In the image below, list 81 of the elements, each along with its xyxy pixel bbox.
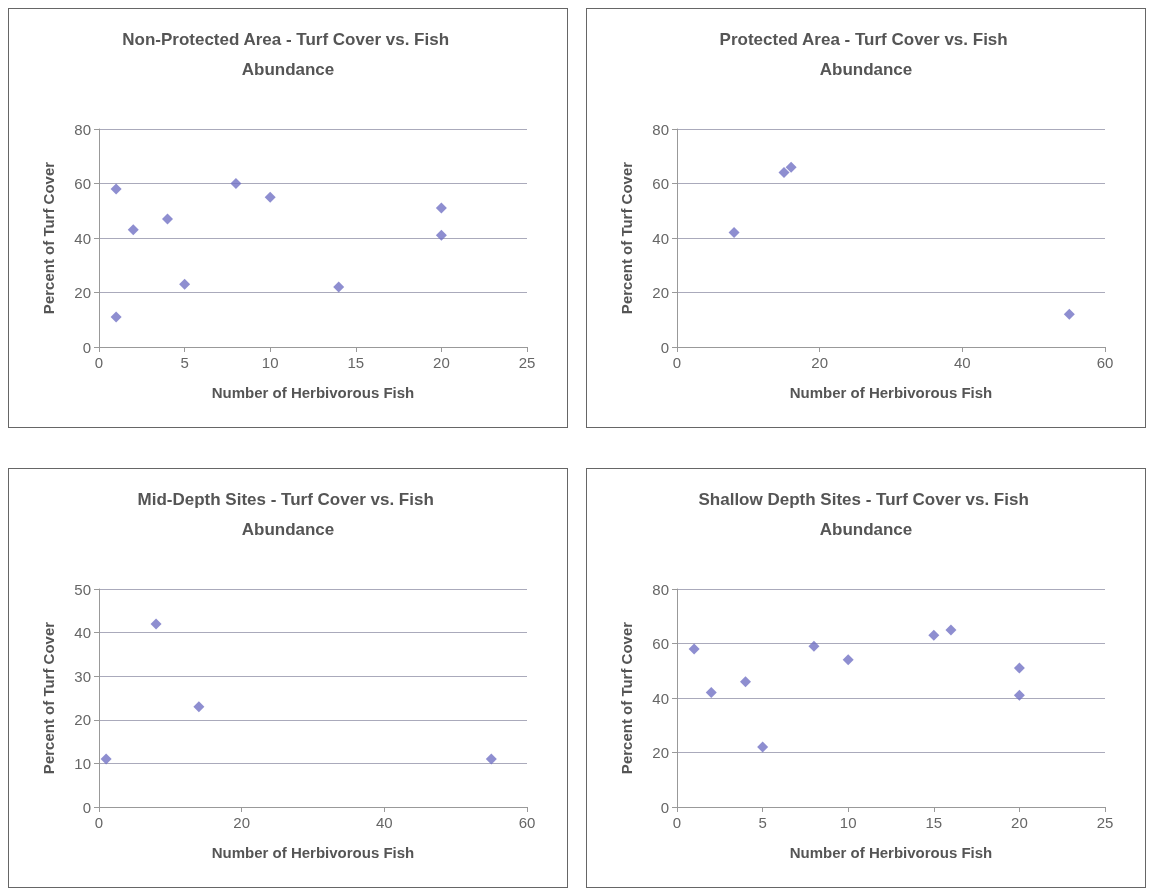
point bbox=[778, 167, 790, 179]
x-tick-label: 0 bbox=[672, 354, 682, 371]
y-tick-label: 80 bbox=[74, 120, 91, 138]
x-tick-label: 20 bbox=[433, 354, 450, 371]
point bbox=[728, 227, 740, 239]
y-axis-title: Percent of Turf Cover bbox=[617, 161, 635, 315]
x-tick-label: 60 bbox=[1096, 354, 1114, 371]
point bbox=[739, 676, 751, 688]
point bbox=[150, 618, 162, 630]
point bbox=[179, 278, 191, 290]
x-axis-title: Number of Herbivorous Fish bbox=[211, 383, 415, 401]
y-tick-label: 20 bbox=[74, 711, 91, 729]
point bbox=[757, 741, 769, 753]
x-tick-label: 15 bbox=[925, 814, 943, 831]
point bbox=[435, 229, 447, 241]
x-tick-label: 25 bbox=[1096, 814, 1114, 831]
x-tick-label: 5 bbox=[180, 354, 189, 371]
y-tick-label: 0 bbox=[660, 338, 669, 356]
point bbox=[808, 640, 820, 652]
point bbox=[705, 687, 717, 699]
y-tick-label: 40 bbox=[74, 624, 91, 642]
chart-title: Mid-Depth Sites - Turf Cover vs. Fish Abundance bbox=[137, 489, 439, 539]
y-tick-label: 0 bbox=[82, 798, 91, 816]
y-tick-label: 40 bbox=[652, 229, 669, 247]
x-tick-label: 0 bbox=[94, 354, 104, 371]
point bbox=[230, 178, 242, 189]
x-tick-label: 0 bbox=[94, 814, 104, 831]
x-tick-label: 5 bbox=[758, 814, 767, 831]
x-tick-label: 60 bbox=[518, 814, 536, 831]
point bbox=[100, 753, 112, 765]
y-tick-label: 40 bbox=[74, 229, 91, 247]
point bbox=[264, 191, 276, 203]
x-axis-title: Number of Herbivorous Fish bbox=[211, 843, 415, 861]
y-tick-label: 60 bbox=[652, 635, 669, 652]
x-tick-label: 10 bbox=[839, 814, 857, 831]
point bbox=[193, 701, 205, 713]
y-axis-title: Percent of Turf Cover bbox=[39, 161, 57, 315]
chart-title: Shallow Depth Sites - Turf Cover vs. Fish Abundance bbox=[698, 489, 1034, 539]
point bbox=[1013, 689, 1025, 701]
y-axis-title: Percent of Turf Cover bbox=[39, 621, 57, 775]
point bbox=[1013, 662, 1025, 674]
x-tick-label: 0 bbox=[672, 814, 682, 831]
point bbox=[688, 643, 700, 655]
point bbox=[485, 753, 497, 765]
y-tick-label: 20 bbox=[652, 744, 669, 761]
point bbox=[435, 202, 447, 214]
y-tick-label: 10 bbox=[74, 754, 91, 772]
y-tick-label: 50 bbox=[74, 580, 91, 598]
y-tick-label: 0 bbox=[660, 798, 669, 816]
point bbox=[842, 654, 854, 666]
x-tick-label: 40 bbox=[953, 354, 971, 371]
y-tick-label: 0 bbox=[82, 338, 91, 356]
y-tick-label: 80 bbox=[652, 120, 669, 138]
y-tick-label: 30 bbox=[74, 667, 91, 685]
x-tick-label: 40 bbox=[375, 814, 393, 831]
y-tick-label: 80 bbox=[652, 580, 669, 598]
x-axis-title: Number of Herbivorous Fish bbox=[789, 383, 993, 401]
y-tick-label: 60 bbox=[74, 175, 91, 192]
point bbox=[127, 224, 139, 236]
y-tick-label: 20 bbox=[74, 284, 91, 301]
chart-title: Protected Area - Turf Cover vs. Fish Abundance bbox=[719, 29, 1013, 79]
point bbox=[110, 311, 122, 323]
x-tick-label: 25 bbox=[518, 354, 536, 371]
y-tick-label: 40 bbox=[652, 689, 669, 707]
point bbox=[945, 624, 957, 636]
x-tick-label: 20 bbox=[1011, 814, 1028, 831]
x-tick-label: 15 bbox=[347, 354, 365, 371]
y-tick-label: 60 bbox=[652, 175, 669, 192]
point bbox=[928, 629, 940, 641]
y-tick-label: 20 bbox=[652, 284, 669, 301]
x-axis-title: Number of Herbivorous Fish bbox=[789, 843, 993, 861]
point bbox=[110, 183, 122, 195]
point bbox=[1063, 308, 1075, 320]
x-tick-label: 20 bbox=[811, 354, 829, 371]
point bbox=[161, 213, 173, 225]
y-axis-title: Percent of Turf Cover bbox=[617, 621, 635, 775]
x-tick-label: 20 bbox=[233, 814, 251, 831]
point bbox=[785, 161, 797, 173]
x-tick-label: 10 bbox=[261, 354, 279, 371]
point bbox=[333, 281, 345, 293]
chart-title: Non-Protected Area - Turf Cover vs. Fish Abundance bbox=[122, 29, 454, 79]
